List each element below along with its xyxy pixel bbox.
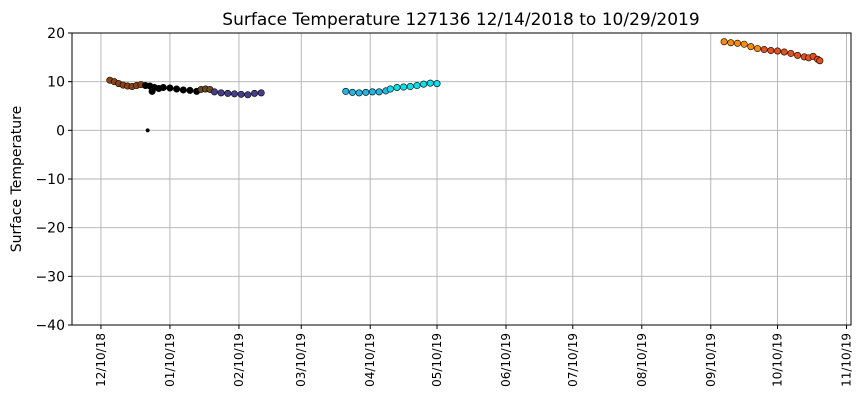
x-tick-label: 06/10/19 <box>499 333 513 387</box>
data-point <box>727 39 735 47</box>
data-point <box>368 88 376 96</box>
y-tick-label: 0 <box>56 123 65 139</box>
data-point <box>413 82 421 90</box>
data-point <box>375 88 383 96</box>
data-point <box>348 88 356 96</box>
plot-frame <box>71 32 852 326</box>
y-axis-label: Surface Temperature <box>9 106 25 252</box>
x-tick-label: 11/10/19 <box>840 333 854 387</box>
data-point <box>740 40 748 48</box>
x-tick-label: 05/10/19 <box>430 333 444 387</box>
data-point <box>251 89 259 97</box>
data-point <box>760 46 768 54</box>
data-point <box>433 80 441 88</box>
y-axis: 20 10 0 −10 −20 −30 −40 <box>35 26 72 334</box>
data-point <box>787 49 795 57</box>
x-tick-label: 02/10/19 <box>232 333 246 387</box>
data-point <box>400 83 408 91</box>
data-point <box>186 86 194 94</box>
data-point <box>386 85 394 93</box>
data-point <box>166 84 174 92</box>
x-tick-label: 10/10/19 <box>771 333 785 387</box>
x-tick-label: 07/10/19 <box>566 333 580 387</box>
data-point <box>257 89 265 97</box>
data-point <box>159 84 167 92</box>
x-tick-label: 04/10/19 <box>363 333 377 387</box>
x-tick-label: 12/10/18 <box>94 333 108 387</box>
data-point <box>747 43 755 51</box>
chart-title: Surface Temperature 127136 12/14/2018 to… <box>222 10 699 30</box>
y-tick-label: −30 <box>35 269 65 285</box>
data-point <box>342 87 350 95</box>
y-tick-label: −20 <box>35 221 65 237</box>
data-point <box>720 38 728 46</box>
data-point <box>210 88 218 96</box>
data-point <box>217 89 225 97</box>
x-tick-label: 08/10/19 <box>635 333 649 387</box>
x-tick-label: 09/10/19 <box>704 333 718 387</box>
y-tick-label: −40 <box>35 318 65 334</box>
data-point <box>774 47 782 55</box>
data-point <box>148 87 156 95</box>
data-point <box>393 84 401 92</box>
data-point <box>362 88 370 96</box>
data-point <box>230 90 238 98</box>
data-point <box>224 89 232 97</box>
data-point <box>406 83 414 91</box>
grid <box>72 32 851 326</box>
data-point <box>237 90 245 98</box>
y-tick-label: 20 <box>47 26 65 42</box>
data-point <box>420 80 428 88</box>
data-point <box>145 128 150 133</box>
data-point <box>767 47 775 55</box>
data-points <box>106 38 824 133</box>
x-axis: 12/10/18 01/10/19 02/10/19 03/10/19 04/10/19… <box>94 325 854 387</box>
y-tick-label: −10 <box>35 172 65 188</box>
y-tick-label: 10 <box>47 75 65 91</box>
data-point <box>754 45 762 53</box>
data-point <box>244 91 252 99</box>
data-point <box>733 39 741 47</box>
data-point <box>173 85 181 93</box>
data-point <box>179 86 187 94</box>
x-tick-label: 03/10/19 <box>294 333 308 387</box>
data-point <box>780 48 788 56</box>
x-tick-label: 01/10/19 <box>163 333 177 387</box>
data-point <box>816 57 824 65</box>
data-point <box>426 79 434 87</box>
data-point <box>355 89 363 97</box>
data-point <box>794 51 802 59</box>
